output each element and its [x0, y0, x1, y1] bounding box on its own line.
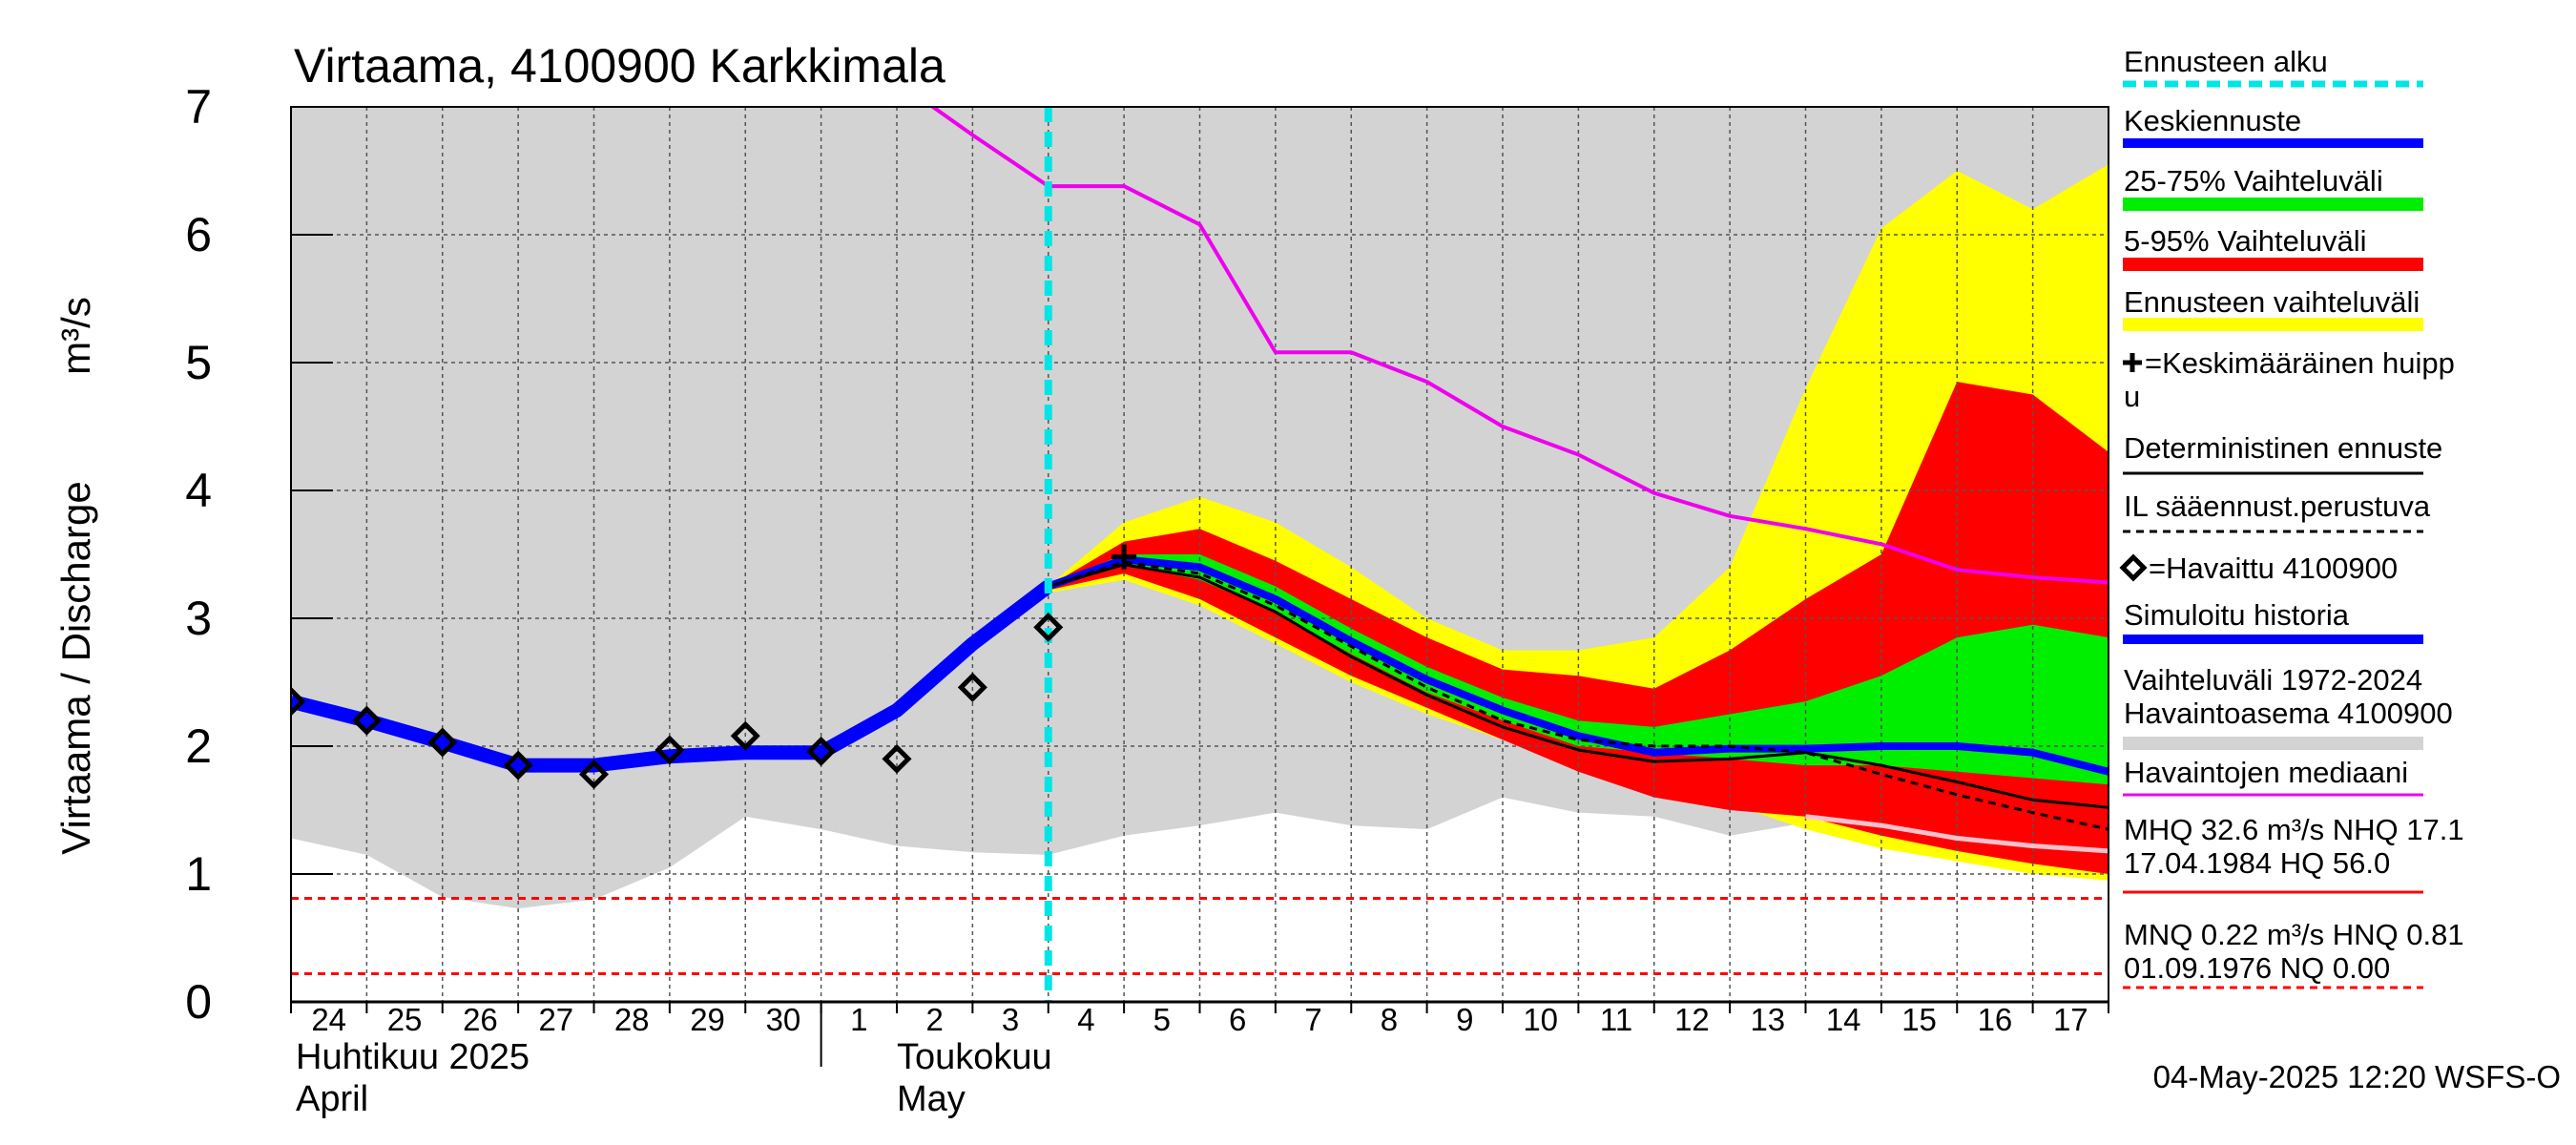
- x-tick-label: 27: [538, 1002, 573, 1037]
- legend-mnq-0-22-m-s-hnq-0-81-label: MNQ 0.22 m³/s HNQ 0.81: [2124, 918, 2464, 951]
- x-tick-label: 29: [690, 1002, 725, 1037]
- legend-il-s-ennust-perustuva-label: IL sääennust.perustuva: [2124, 489, 2431, 523]
- x-tick-label: 25: [387, 1002, 423, 1037]
- observed-marker: [427, 727, 458, 758]
- observed-marker: [806, 736, 837, 766]
- x-tick-label: 4: [1077, 1002, 1094, 1037]
- observed-marker: [351, 705, 382, 736]
- legend-mnq-0-22-m-s-hnq-0-81-label-line2: 01.09.1976 NQ 0.00: [2124, 951, 2390, 985]
- legend-mhq-32-6-m-s-nhq-17-1-label-line2: 17.04.1984 HQ 56.0: [2124, 846, 2390, 880]
- y-tick-label: 6: [185, 208, 212, 261]
- x-tick-label: 1: [850, 1002, 867, 1037]
- legend-simuloitu-historia-label: Simuloitu historia: [2124, 598, 2350, 632]
- legend-keskiennuste-label: Keskiennuste: [2124, 104, 2301, 137]
- legend-ennusteen-alku-label: Ennusteen alku: [2124, 45, 2328, 78]
- observed-marker: [882, 743, 912, 774]
- mean-peak-marker: [1111, 544, 1137, 570]
- legend-keskim-r-inen-huipp-label: =Keskimääräinen huipp: [2145, 346, 2455, 380]
- y-tick-label: 1: [185, 847, 212, 901]
- x-tick-label: 26: [463, 1002, 498, 1037]
- y-tick-label: 3: [185, 592, 212, 645]
- legend-vaihteluv-li-1972-2024-label-line2: Havaintoasema 4100900: [2124, 697, 2453, 730]
- observed-marker: [291, 686, 306, 717]
- y-axis-label: Virtaama / Discharge: [53, 481, 98, 854]
- observed-marker: [503, 750, 533, 781]
- series-keskiennuste: [1047, 555, 2109, 776]
- x-tick-label: 11: [1600, 1002, 1632, 1037]
- legend-ennusteen-vaihteluv-li-label: Ennusteen vaihteluväli: [2124, 285, 2420, 319]
- y-tick-label: 4: [185, 464, 212, 517]
- month-label-april-fi: Huhtikuu 2025: [296, 1037, 530, 1077]
- observed-marker: [1033, 612, 1064, 642]
- y-axis-unit: m³/s: [53, 297, 98, 375]
- observed-marker: [578, 759, 610, 790]
- x-tick-label: 2: [926, 1002, 944, 1037]
- x-tick-label: 30: [766, 1002, 801, 1037]
- band-25-75-vaihteluv-li: [1048, 554, 2109, 785]
- x-tick-label: 16: [1978, 1002, 2013, 1037]
- y-tick-label: 2: [185, 719, 212, 773]
- month-label-april-en: April: [296, 1079, 368, 1119]
- observed-marker: [957, 672, 987, 702]
- legend-vaihteluv-li-1972-2024-label: Vaihteluväli 1972-2024: [2124, 663, 2422, 697]
- legend-havaintojen-mediaani-label: Havaintojen mediaani: [2124, 756, 2408, 789]
- legend-keskim-r-inen-huipp-plus-icon: [2123, 353, 2142, 372]
- observed-marker: [730, 720, 760, 751]
- x-tick-label: 13: [1750, 1002, 1785, 1037]
- x-tick-label: 9: [1456, 1002, 1473, 1037]
- legend-keskim-r-inen-huipp-label-line2: u: [2124, 380, 2140, 413]
- x-tick-label: 15: [1901, 1002, 1937, 1037]
- series-havaintojen-mediaani: [929, 107, 2109, 585]
- x-tick-label: 8: [1381, 1002, 1398, 1037]
- observed-marker: [654, 735, 685, 765]
- legend-deterministinen-ennuste-label: Deterministinen ennuste: [2124, 431, 2442, 465]
- x-tick-label: 10: [1523, 1002, 1558, 1037]
- month-label-may-en: May: [897, 1079, 966, 1119]
- legend-havaittu-4100900-label: =Havaittu 4100900: [2149, 552, 2398, 585]
- x-tick-label: 28: [614, 1002, 650, 1037]
- month-label-may-fi: Toukokuu: [897, 1037, 1052, 1077]
- x-tick-label: 17: [2053, 1002, 2088, 1037]
- x-tick-label: 7: [1304, 1002, 1321, 1037]
- x-tick-label: 24: [311, 1002, 346, 1037]
- x-tick-label: 3: [1002, 1002, 1019, 1037]
- x-tick-label: 14: [1826, 1002, 1861, 1037]
- y-tick-label: 0: [185, 975, 212, 1029]
- series-simuloitu-historia: [291, 580, 1053, 773]
- legend-havaittu-4100900-diamond-icon: [2119, 553, 2148, 582]
- x-tick-label: 5: [1153, 1002, 1171, 1037]
- legend-25-75-vaihteluv-li-label: 25-75% Vaihteluväli: [2124, 164, 2383, 198]
- y-tick-label: 5: [185, 336, 212, 389]
- x-tick-label: 6: [1229, 1002, 1246, 1037]
- legend-5-95-vaihteluv-li-label: 5-95% Vaihteluväli: [2124, 224, 2366, 258]
- legend-mhq-32-6-m-s-nhq-17-1-label: MHQ 32.6 m³/s NHQ 17.1: [2124, 813, 2464, 846]
- timestamp-footer: 04-May-2025 12:20 WSFS-O: [2153, 1059, 2561, 1094]
- series-deterministinen-ennuste: [1048, 563, 2109, 809]
- chart-title: Virtaama, 4100900 Karkkimala: [294, 39, 945, 93]
- series-pink-line: [1805, 814, 2109, 854]
- y-tick-label: 7: [185, 80, 212, 134]
- x-tick-label: 12: [1674, 1002, 1710, 1037]
